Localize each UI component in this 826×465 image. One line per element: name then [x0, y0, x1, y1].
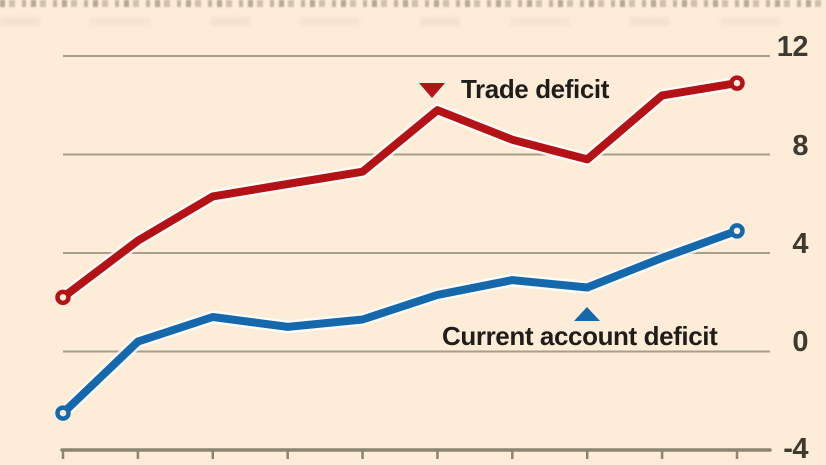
current-account-line — [59, 226, 741, 418]
y-tick-12: 12 — [776, 31, 809, 63]
y-tick-neg4: -4 — [783, 433, 808, 465]
trade-deficit-label: Trade deficit — [461, 74, 609, 104]
endpoint-marker-open-circle — [729, 75, 745, 91]
endpoint-marker-open-circle — [729, 223, 745, 239]
endpoint-marker-open-circle — [55, 405, 71, 421]
y-tick-0: 0 — [792, 326, 808, 358]
triangle-up-icon — [574, 307, 600, 321]
endpoint-marker-open-circle — [55, 289, 71, 306]
current-account-deficit-label: Current account deficit — [442, 321, 718, 351]
y-tick-4: 4 — [792, 228, 808, 260]
trade-deficit-line — [59, 79, 741, 302]
triangle-down-icon — [419, 83, 445, 98]
y-tick-8: 8 — [792, 130, 808, 162]
